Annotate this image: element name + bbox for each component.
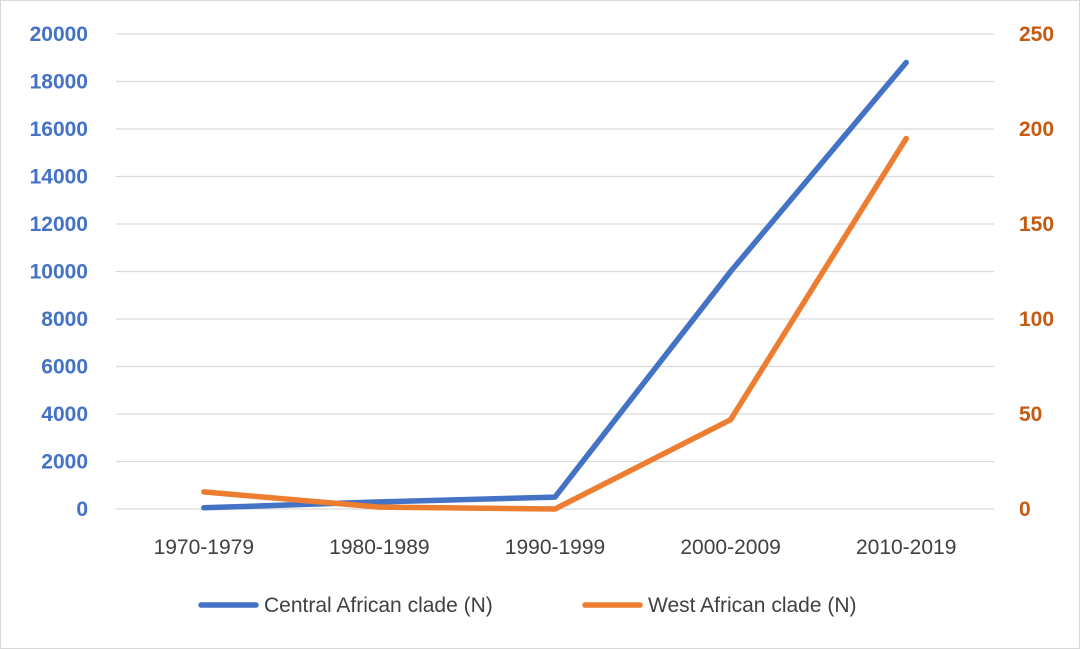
right-axis-tick-label: 150 xyxy=(1019,213,1054,236)
gridlines xyxy=(116,33,994,510)
left-axis-tick-label: 16000 xyxy=(30,118,88,141)
left-axis-tick-label: 8000 xyxy=(41,308,88,331)
right-axis-tick-label: 0 xyxy=(1019,498,1031,521)
x-axis-tick-label: 2010-2019 xyxy=(856,536,956,559)
left-axis-tick-label: 12000 xyxy=(30,213,88,236)
series-line xyxy=(201,135,909,512)
left-axis-tick-label: 4000 xyxy=(41,403,88,426)
x-axis-tick-label: 1980-1989 xyxy=(329,536,429,559)
legend-label: West African clade (N) xyxy=(648,594,857,617)
right-axis-ticks: 0 50 100 150 200 250 xyxy=(1019,23,1054,521)
x-axis-tick-label: 1970-1979 xyxy=(154,536,254,559)
right-axis-tick-label: 200 xyxy=(1019,118,1054,141)
x-axis-tick-label: 1990-1999 xyxy=(505,536,605,559)
right-axis-tick-label: 100 xyxy=(1019,308,1054,331)
legend: Central African clade (N) West African cl… xyxy=(198,594,857,617)
x-axis-tick-label: 2000-2009 xyxy=(680,536,780,559)
left-axis-tick-label: 10000 xyxy=(30,261,88,284)
right-axis-tick-label: 250 xyxy=(1019,23,1054,46)
left-axis-ticks: 0 2000 4000 6000 8000 10000 12000 14000 16000 180… xyxy=(30,23,88,521)
left-axis-tick-label: 18000 xyxy=(30,71,88,94)
series-lines xyxy=(201,59,909,512)
right-axis-tick-label: 50 xyxy=(1019,403,1042,426)
left-axis-tick-label: 20000 xyxy=(30,23,88,46)
x-axis-ticks: 1970-1979 1980-1989 1990-1999 2000-2009 2010… xyxy=(154,536,957,559)
left-axis-tick-label: 0 xyxy=(76,498,88,521)
left-axis-tick-label: 14000 xyxy=(30,166,88,189)
left-axis-tick-label: 6000 xyxy=(41,356,88,379)
left-axis-tick-label: 2000 xyxy=(41,451,88,474)
legend-label: Central African clade (N) xyxy=(264,594,493,617)
